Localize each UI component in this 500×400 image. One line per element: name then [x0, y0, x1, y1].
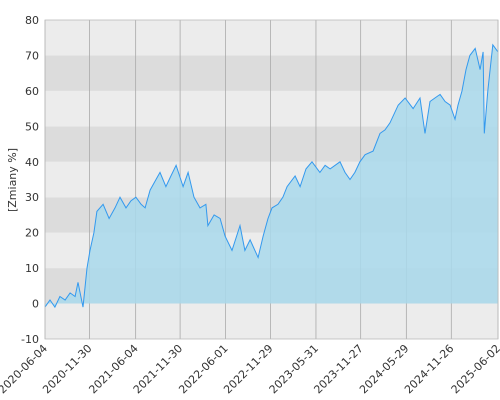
- y-tick-label: 40: [25, 156, 39, 169]
- y-tick-label: 10: [25, 262, 39, 275]
- y-tick-label: 0: [32, 298, 39, 311]
- y-tick-label: 70: [25, 49, 39, 62]
- grid-band: [45, 303, 498, 339]
- y-axis-label: [Zmiany %]: [6, 148, 19, 212]
- y-tick-label: 20: [25, 227, 39, 240]
- y-tick-label: -10: [21, 333, 39, 346]
- y-tick-label: 60: [25, 85, 39, 98]
- y-tick-label: 50: [25, 120, 39, 133]
- x-tick-label: 2025-06-02: [449, 342, 500, 396]
- grid-band: [45, 20, 498, 56]
- y-tick-label: 80: [25, 14, 39, 27]
- y-tick-label: 30: [25, 191, 39, 204]
- grid-band: [45, 55, 498, 91]
- area-fill: [45, 44, 498, 308]
- plot-border: [44, 19, 499, 340]
- series-line: [44, 43, 499, 309]
